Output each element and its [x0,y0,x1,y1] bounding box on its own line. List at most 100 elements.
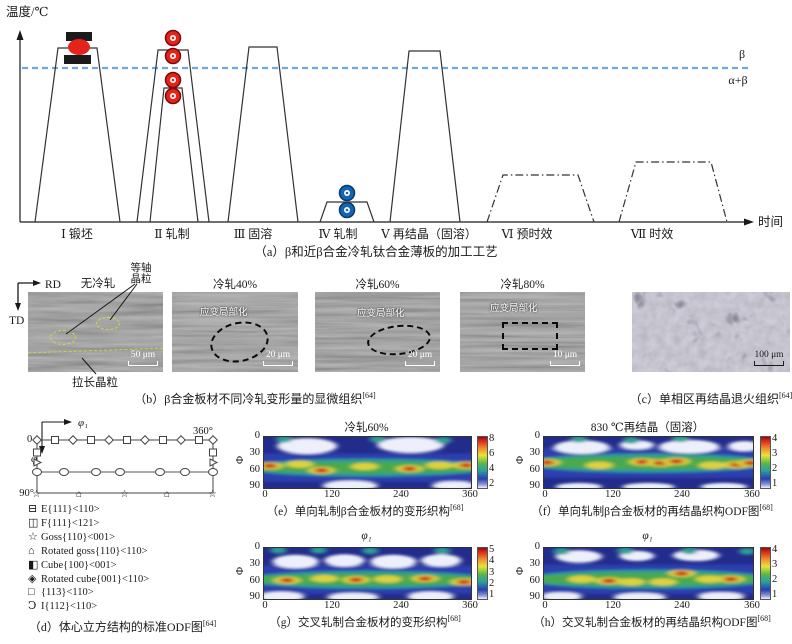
heatmap-frame-e [263,436,472,489]
x-tick: 240 [393,600,409,611]
y-tick: 60 [249,464,261,475]
x-tick: 240 [674,489,690,500]
red-rollers-icon [164,29,182,105]
legend-item-cube: ◧ Cube{100}<001> [28,558,117,571]
heatmap-title-e: 冷轧60% [344,422,389,434]
caption-d: （d）体心立方结构的标准ODF图[64] [28,619,217,634]
scalebar-20um: 20 μm [263,350,293,366]
cycle-rolling-inner [149,87,199,223]
y-tick: 30 [529,447,541,458]
scalebar-10um: 10 μm [550,350,580,366]
y-tick: 90 [529,480,541,491]
rotated-cube-marker-icon: ◈ [28,572,37,585]
stage-labels: Ⅰ 锻坯 Ⅱ 轧制 Ⅲ 固溶 Ⅳ 轧制 Ⅴ 再结晶（固溶） Ⅵ 预时效 Ⅶ 时效 [61,226,673,241]
stage-label-forging: Ⅰ 锻坯 [61,227,93,241]
optical-texture [632,292,790,372]
equiaxed-grain-outline [50,330,76,345]
legend-item-rotated-cube: ◈ Rotated cube{001}<110> [28,572,150,585]
svg-text:☆: ☆ [120,489,129,500]
caption-a: （a）β和近β合金冷轧钛合金薄板的加工工艺 [254,244,497,259]
heatmap-title-h: φ₁ [642,530,653,542]
origin-tick: 0 [27,434,32,445]
heatmap-frame-g [263,547,472,600]
stage-label-rolling: Ⅱ 轧制 [154,227,189,241]
heatmap-plot-f [544,437,753,488]
heatmap-title-f: 830 ℃再结晶（固溶） [590,422,705,434]
y-tick: 0 [534,541,540,552]
x-tick: 120 [605,489,621,500]
y-tick: 30 [249,447,261,458]
max-phi-tick: 90° [19,488,34,499]
heatmap-frame-h [543,547,754,600]
rd-label: RD [45,279,61,291]
stage-label-solution: Ⅲ 固溶 [234,226,273,241]
micrograph-60: 应变局部化 20 μm [315,292,440,372]
colorbar-f [760,436,771,489]
x-tick: 360 [462,489,478,500]
caption-h: （h）交叉轧制合金板材的再结晶织构ODF图[68] [533,614,771,629]
rd-td-axes: RD TD [9,279,61,327]
colorbar-h [760,547,771,600]
caption-f: （f）单向轧制β合金板材的再结晶织构ODF图[68] [531,503,773,518]
x-tick: 0 [262,489,268,500]
F-marker-icon: ◫ [28,516,39,529]
legend-item-goss: ☆ Goss{110}<001> [28,530,116,543]
stage-label-cold-rolling: Ⅳ 轧制 [319,227,358,241]
sem-texture [460,292,585,372]
heatmap-plot-e [264,437,471,488]
caption-g: （g）交叉轧制合金板材的变形织构[68] [269,614,461,629]
elongated-grain-label: 拉长晶粒 [72,377,118,389]
x-tick: 240 [674,600,690,611]
strain-localization-label: 应变局部化 [357,309,405,319]
x-tick: 0 [262,600,268,611]
svg-text:⌂: ⌂ [164,489,170,500]
y-tick: 0 [254,430,260,441]
cycle-preaging [486,174,595,223]
x-tick: 360 [462,600,478,611]
equiaxed-grain-outline [96,317,120,330]
svg-text:☆: ☆ [208,489,217,500]
thermal-cycles [34,46,728,223]
cycle-recrystallization [389,50,461,223]
113-marker-icon: □ [28,586,35,599]
strain-localization-label: 应变局部化 [490,304,538,314]
x-tick: 360 [744,600,760,611]
caption-b: （b）β合金板材不同冷轧变形量的显微组织[64] [134,391,376,406]
legend-item-113: □ {113}<110> [28,586,94,599]
I112-marker-icon: Ↄ [28,600,37,613]
beta-phase-label: β [739,47,745,61]
svg-text:⌂: ⌂ [76,489,82,500]
svg-text:☆: ☆ [32,489,41,500]
cube-marker-icon: ◧ [28,558,39,571]
strain-localization-outline [502,322,558,350]
micro-40-title: 冷轧40% [212,279,258,291]
phi1-axis-label: φ₁ [78,417,88,429]
cycle-aging [618,161,728,223]
E-marker-icon: ⊟ [28,503,38,515]
cycle-forging [34,47,121,223]
legend-item-rotated-goss: ⌂ Rotated goss{110}<110> [28,544,148,557]
colorbar-e [477,436,488,489]
alpha-beta-phase-label: α+β [728,73,747,87]
x-tick: 0 [542,489,548,500]
x-tick: 120 [605,600,621,611]
x-tick: 120 [324,489,340,500]
y-tick: 30 [249,558,261,569]
forging-press-icon [64,32,92,64]
caption-e: （e）单向轧制β合金板材的变形织构[68] [266,503,464,518]
y-tick: 90 [529,591,541,602]
blue-rollers-icon [338,184,356,219]
legend-item-E: ⊟ E{111}<110> [28,503,100,515]
standard-odf-schematic: φ₁ φ 0 360° 90° ☆ ⌂ ☆ ⌂ ☆ [19,417,219,500]
y-tick: 60 [529,575,541,586]
micrograph-recrystallized: 100 μm [632,292,790,372]
heatmap-plot-h [544,548,753,599]
legend-item-I112: Ↄ I{112}<110> [28,600,98,613]
panel-f: 830 ℃再结晶（固溶） Φ 0 30 60 90 0 120 240 360 … [512,418,792,520]
heatmap-plot-g [264,548,471,599]
scalebar-20um: 20 μm [405,350,435,366]
